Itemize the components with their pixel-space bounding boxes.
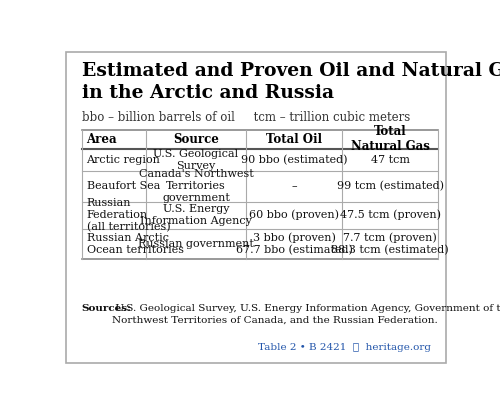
Text: 7.7 tcm (proven)
88.3 tcm (estimated): 7.7 tcm (proven) 88.3 tcm (estimated) xyxy=(332,233,449,256)
Text: Source: Source xyxy=(173,133,219,146)
Text: Beaufort Sea: Beaufort Sea xyxy=(86,181,160,192)
Text: 60 bbo (proven): 60 bbo (proven) xyxy=(249,210,339,220)
Text: Canada's Northwest
Territories
government: Canada's Northwest Territories governmen… xyxy=(138,169,254,203)
Text: Sources:: Sources: xyxy=(82,304,132,313)
Text: Estimated and Proven Oil and Natural Gas Reserves
in the Arctic and Russia: Estimated and Proven Oil and Natural Gas… xyxy=(82,62,500,102)
Text: Table 2 • B 2421  🏛  heritage.org: Table 2 • B 2421 🏛 heritage.org xyxy=(258,342,430,351)
Text: 90 bbo (estimated): 90 bbo (estimated) xyxy=(240,155,347,165)
Text: 47.5 tcm (proven): 47.5 tcm (proven) xyxy=(340,210,440,220)
Text: Arctic region: Arctic region xyxy=(86,155,160,165)
Text: U.S. Geological
Survey: U.S. Geological Survey xyxy=(154,149,238,171)
Text: Russian
Federation
(all territories): Russian Federation (all territories) xyxy=(86,198,170,232)
Text: Total Oil: Total Oil xyxy=(266,133,322,146)
Text: Area: Area xyxy=(86,133,117,146)
Text: 3 bbo (proven)
67.7 bbo (estimated): 3 bbo (proven) 67.7 bbo (estimated) xyxy=(236,233,352,256)
Text: Russian government: Russian government xyxy=(138,239,254,249)
Text: 47 tcm: 47 tcm xyxy=(370,155,410,165)
Text: U.S. Geological Survey, U.S. Energy Information Agency, Government of the
Northw: U.S. Geological Survey, U.S. Energy Info… xyxy=(112,304,500,324)
Text: U.S. Energy
Information Agency: U.S. Energy Information Agency xyxy=(140,204,252,226)
Text: bbo – billion barrels of oil     tcm – trillion cubic meters: bbo – billion barrels of oil tcm – trill… xyxy=(82,111,410,124)
Text: Total
Natural Gas: Total Natural Gas xyxy=(351,125,430,153)
Text: –: – xyxy=(291,181,297,192)
Text: Russian Arctic
Ocean territories: Russian Arctic Ocean territories xyxy=(86,233,184,255)
FancyBboxPatch shape xyxy=(66,53,446,363)
Text: 99 tcm (estimated): 99 tcm (estimated) xyxy=(336,181,444,192)
